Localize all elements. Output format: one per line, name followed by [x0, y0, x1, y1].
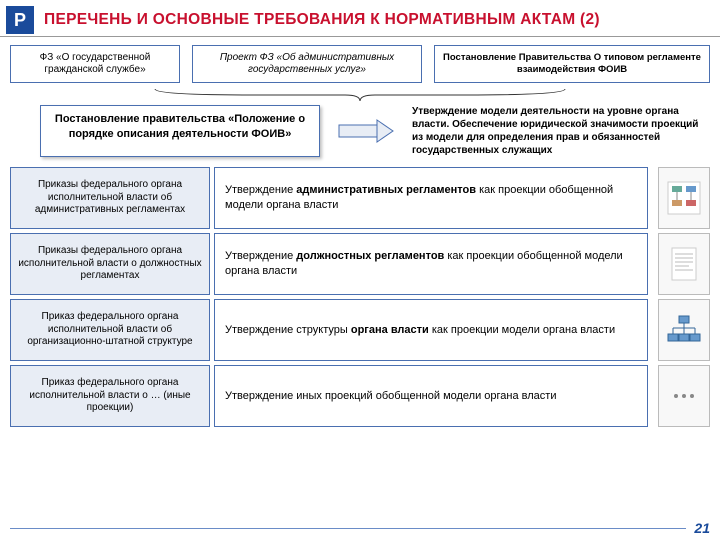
arrow-right-icon: [338, 118, 394, 144]
row-text: Утверждение: [225, 250, 296, 262]
table-row: Приказ федерального органа исполнительно…: [10, 365, 648, 427]
brace-connector: [10, 87, 710, 103]
row-right: Утверждение должностных регламентов как …: [214, 233, 648, 295]
row-right: Утверждение иных проекций обобщенной мод…: [214, 365, 648, 427]
row-bold: органа власти: [351, 324, 429, 336]
row-text: как проекции модели органа власти: [429, 324, 615, 336]
thumbnail-column: [658, 167, 710, 427]
table-row: Приказ федерального органа исполнительно…: [10, 299, 648, 361]
arrow-column: [338, 105, 394, 157]
page-number: 21: [694, 520, 710, 536]
row-text: Утверждение структуры: [225, 324, 351, 336]
source-box-1: ФЗ «О государственной гражданской службе…: [10, 45, 180, 83]
row-text: Утверждение: [225, 184, 296, 196]
table-row: Приказы федерального органа исполнительн…: [10, 167, 648, 229]
table-row: Приказы федерального органа исполнительн…: [10, 233, 648, 295]
logo: Р: [6, 6, 34, 34]
thumb-flowchart-icon: [658, 167, 710, 229]
row-bold: административных регламентов: [296, 184, 476, 196]
thumb-orgchart-icon: [658, 299, 710, 361]
row-left: Приказ федерального органа исполнительно…: [10, 365, 210, 427]
top-boxes-row: ФЗ «О государственной гражданской службе…: [10, 45, 710, 83]
row-left: Приказ федерального органа исполнительно…: [10, 299, 210, 361]
thumb-ellipsis-icon: [658, 365, 710, 427]
header: Р ПЕРЕЧЕНЬ И ОСНОВНЫЕ ТРЕБОВАНИЯ К НОРМА…: [0, 0, 720, 37]
row-left: Приказы федерального органа исполнительн…: [10, 167, 210, 229]
thumb-document-icon: [658, 233, 710, 295]
brace-icon: [145, 87, 575, 103]
main-description: Утверждение модели деятельности на уровн…: [412, 105, 710, 157]
page-title: ПЕРЕЧЕНЬ И ОСНОВНЫЕ ТРЕБОВАНИЯ К НОРМАТИ…: [44, 11, 600, 29]
row-text: Утверждение иных проекций обобщенной мод…: [225, 390, 556, 402]
footer-line: [10, 528, 686, 529]
source-box-3: Постановление Правительства О типовом ре…: [434, 45, 710, 83]
row-left: Приказы федерального органа исполнительн…: [10, 233, 210, 295]
main-decree-text: Постановление правительства «Положение о…: [55, 113, 305, 140]
source-box-2: Проект ФЗ «Об административных государст…: [192, 45, 422, 83]
table-area: Приказы федерального органа исполнительн…: [10, 167, 710, 427]
content-area: ФЗ «О государственной гражданской службе…: [0, 37, 720, 427]
row-bold: должностных регламентов: [296, 250, 444, 262]
footer: 21: [0, 520, 710, 536]
main-row: Постановление правительства «Положение о…: [10, 105, 710, 157]
main-decree-box: Постановление правительства «Положение о…: [40, 105, 320, 157]
rows-grid: Приказы федерального органа исполнительн…: [10, 167, 648, 427]
row-right: Утверждение структуры органа власти как …: [214, 299, 648, 361]
row-right: Утверждение административных регламентов…: [214, 167, 648, 229]
